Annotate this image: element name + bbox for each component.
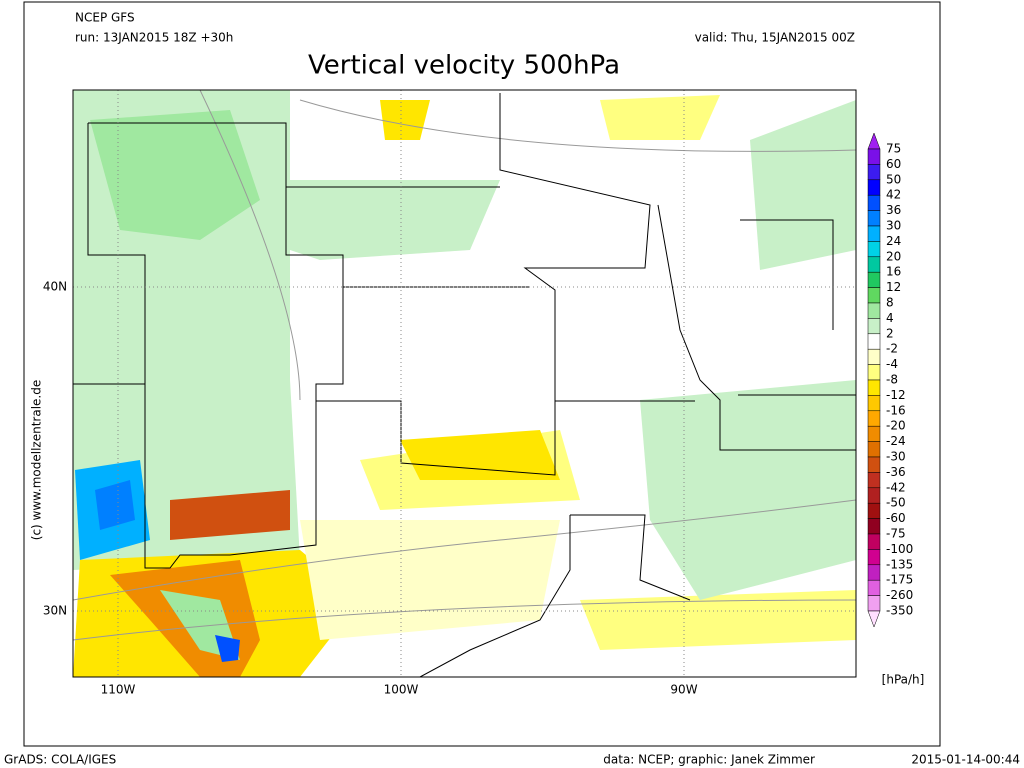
colorbar-box [867, 395, 881, 412]
colorbar-box [867, 210, 881, 227]
colorbar-label: -60 [886, 511, 906, 525]
colorbar-label: -4 [886, 357, 898, 371]
colorbar-label: -16 [886, 403, 906, 417]
colorbar-box [867, 333, 881, 350]
lon-label: 100W [384, 683, 419, 697]
footer-left: GrADS: COLA/IGES [4, 753, 116, 767]
colorbar-label: 36 [886, 203, 901, 217]
frame [23, 1, 941, 747]
colorbar-box [867, 595, 881, 612]
colorbar-label: -75 [886, 527, 906, 541]
colorbar-label: 12 [886, 280, 901, 294]
colorbar-box [867, 302, 881, 319]
colorbar-box [867, 379, 881, 396]
colorbar-box [867, 456, 881, 473]
colorbar-label: 24 [886, 234, 901, 248]
colorbar-box [867, 225, 881, 242]
colorbar-cap [867, 132, 881, 150]
colorbar-label: -260 [886, 588, 913, 602]
colorbar-box [867, 364, 881, 381]
credit: (c) www.modellzentrale.de [30, 380, 44, 540]
colorbar-box [867, 549, 881, 566]
colorbar-box [867, 271, 881, 288]
colorbar-label: -8 [886, 373, 898, 387]
colorbar-box [867, 472, 881, 489]
lat-label: 30N [43, 604, 67, 618]
lat-label: 40N [43, 280, 67, 294]
colorbar-cap [867, 610, 881, 628]
colorbar-box [867, 148, 881, 165]
colorbar-label: -30 [886, 450, 906, 464]
colorbar-label: -100 [886, 542, 913, 556]
colorbar-box [867, 256, 881, 273]
colorbar-label: -36 [886, 465, 906, 479]
colorbar-label: -175 [886, 573, 913, 587]
colorbar-label: -2 [886, 342, 898, 356]
title: Vertical velocity 500hPa [308, 51, 620, 81]
colorbar-box [867, 502, 881, 519]
colorbar-label: -42 [886, 480, 906, 494]
colorbar-label: -24 [886, 434, 906, 448]
colorbar-label: 20 [886, 249, 901, 263]
colorbar-label: -20 [886, 419, 906, 433]
colorbar-label: 75 [886, 142, 901, 156]
colorbar-box [867, 410, 881, 427]
colorbar-label: -50 [886, 496, 906, 510]
colorbar-label: 50 [886, 172, 901, 186]
footer-center: data: NCEP; graphic: Janek Zimmer [603, 753, 815, 767]
colorbar-box [867, 179, 881, 196]
colorbar-box [867, 318, 881, 335]
colorbar-box [867, 164, 881, 181]
footer-right: 2015-01-14-00:44 [911, 753, 1020, 767]
colorbar-label: -135 [886, 557, 913, 571]
colorbar: 75605042363024201612842-2-4-8-12-16-20-2… [867, 132, 913, 628]
colorbar-box [867, 518, 881, 535]
colorbar-label: 60 [886, 157, 901, 171]
colorbar-label: 42 [886, 188, 901, 202]
colorbar-box [867, 487, 881, 504]
valid: valid: Thu, 15JAN2015 00Z [695, 31, 855, 45]
colorbar-box [867, 564, 881, 581]
colorbar-box [867, 348, 881, 365]
model: NCEP GFS [75, 11, 135, 25]
colorbar-box [867, 533, 881, 550]
colorbar-label: 2 [886, 326, 894, 340]
lon-label: 110W [101, 683, 136, 697]
map [72, 89, 857, 678]
colorbar-label: -350 [886, 604, 913, 618]
colorbar-label: 8 [886, 296, 894, 310]
colorbar-box [867, 425, 881, 442]
colorbar-label: 30 [886, 219, 901, 233]
lon-label: 90W [670, 683, 697, 697]
unit: [hPa/h] [882, 673, 925, 687]
colorbar-label: 4 [886, 311, 894, 325]
colorbar-box [867, 441, 881, 458]
run: run: 13JAN2015 18Z +30h [75, 31, 233, 45]
colorbar-box [867, 241, 881, 258]
colorbar-box [867, 287, 881, 304]
colorbar-label: 16 [886, 265, 901, 279]
colorbar-label: -12 [886, 388, 906, 402]
colorbar-box [867, 579, 881, 596]
colorbar-box [867, 194, 881, 211]
